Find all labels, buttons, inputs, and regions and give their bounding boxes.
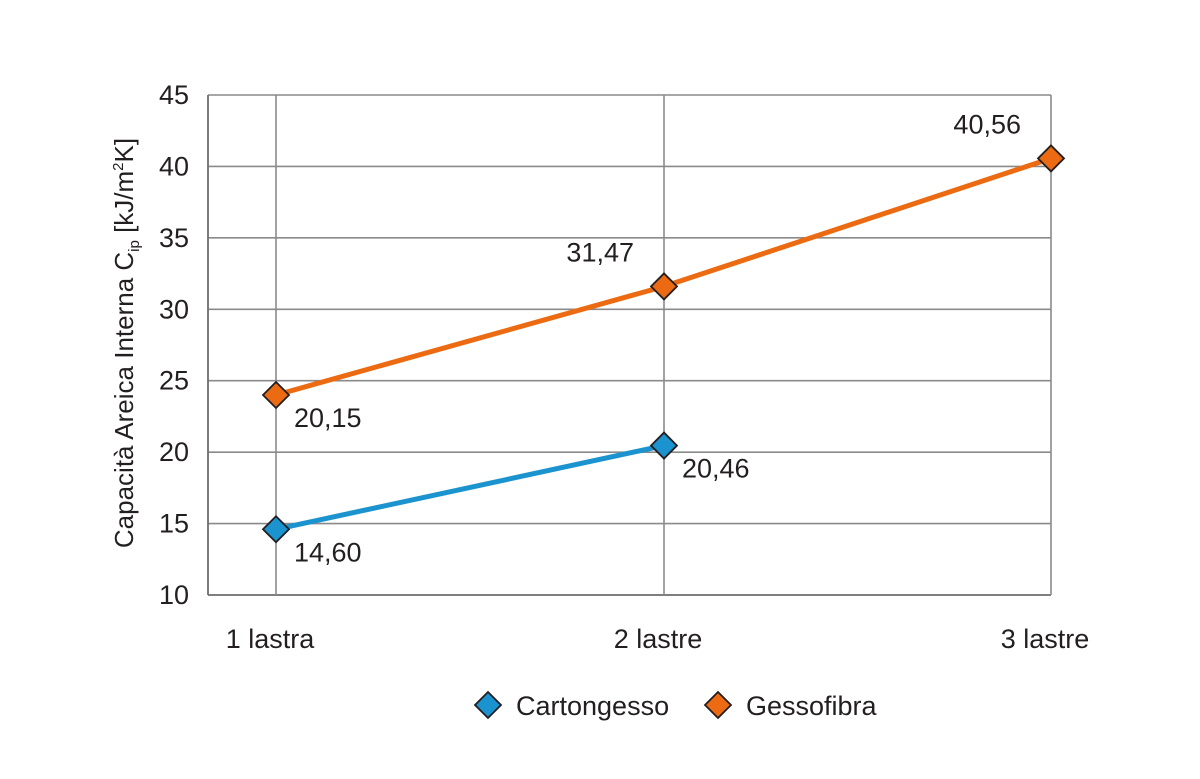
y-axis-label-unit-post: K]: [109, 138, 139, 163]
y-tick-label: 25: [159, 366, 189, 396]
y-tick-label: 20: [159, 437, 189, 467]
data-point-gessofibra: [261, 380, 291, 410]
grid: [208, 94, 1052, 596]
x-tick-labels: 1 lastra 2 lastre 3 lastre: [226, 624, 1090, 654]
legend-item-gessofibra: Gessofibra: [703, 690, 878, 721]
legend: Cartongesso Gessofibra: [473, 690, 878, 721]
y-tick-label: 35: [159, 223, 189, 253]
legend-label-gessofibra: Gessofibra: [746, 691, 878, 721]
x-tick-label: 2 lastre: [614, 624, 703, 654]
series-line-cartongesso: [275, 443, 665, 532]
data-label-gessofibra: 20,15: [294, 403, 362, 433]
legend-item-cartongesso: Cartongesso: [473, 690, 669, 721]
data-label-cartongesso: 14,60: [294, 537, 362, 567]
legend-label-cartongesso: Cartongesso: [516, 691, 669, 721]
y-tick-label: 45: [159, 80, 189, 110]
y-tick-label: 15: [159, 509, 189, 539]
x-tick-label: 3 lastre: [1001, 624, 1090, 654]
y-axis-label-unit-pre: [kJ/m: [109, 171, 139, 240]
data-label-cartongesso: 20,46: [682, 454, 750, 484]
series-cartongesso: 14,60 20,46: [261, 431, 750, 567]
y-tick-labels: 10 15 20 25 30 35 40 45: [159, 80, 189, 610]
data-point-cartongesso: [261, 515, 291, 544]
data-label-gessofibra: 31,47: [566, 237, 634, 267]
series-gessofibra: 20,15 31,47 40,56: [261, 109, 1066, 433]
y-axis-label-subscript: ip: [126, 240, 143, 252]
y-axis-label-main: Capacità Areica Interna C: [109, 252, 139, 548]
data-point-gessofibra: [1036, 144, 1066, 173]
data-point-gessofibra: [649, 272, 679, 301]
y-tick-label: 30: [159, 294, 189, 324]
legend-marker-cartongesso: [473, 690, 503, 720]
y-tick-label: 10: [159, 580, 189, 610]
data-point-cartongesso: [649, 431, 679, 460]
y-axis-label: Capacità Areica Interna Cip [kJ/m2K]: [109, 138, 143, 548]
legend-marker-gessofibra: [703, 690, 733, 720]
data-label-gessofibra: 40,56: [953, 109, 1021, 139]
y-tick-label: 40: [159, 151, 189, 181]
series: 14,60 20,46 20,15 31,47 40,56: [261, 109, 1066, 567]
y-axis-label-unit-sup: 2: [110, 162, 127, 170]
x-tick-label: 1 lastra: [226, 624, 316, 654]
